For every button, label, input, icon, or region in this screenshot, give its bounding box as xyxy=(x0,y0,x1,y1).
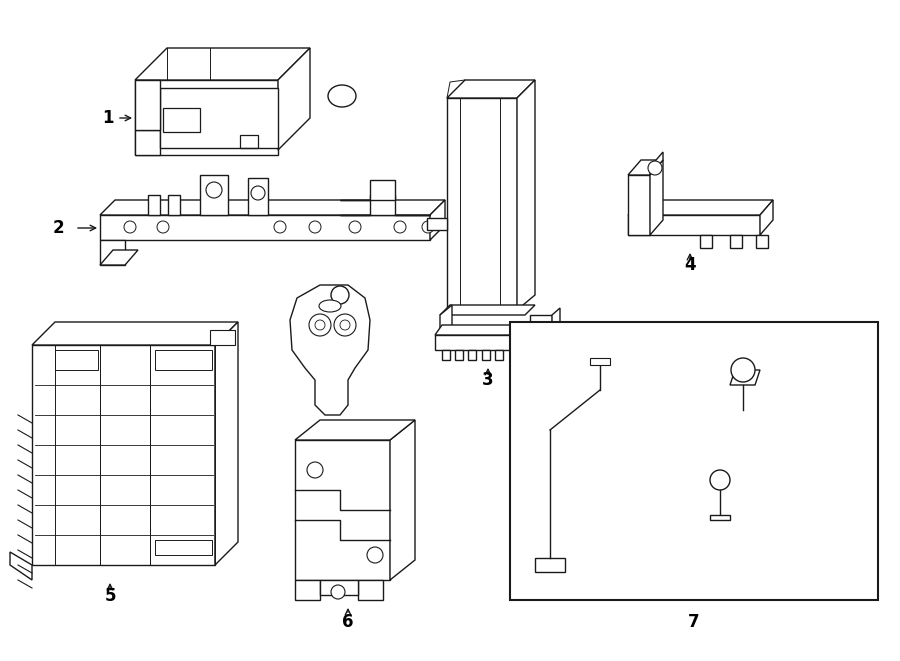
Polygon shape xyxy=(447,80,535,98)
Polygon shape xyxy=(552,308,560,330)
Polygon shape xyxy=(10,552,32,580)
Polygon shape xyxy=(100,215,430,240)
Polygon shape xyxy=(510,322,878,600)
Polygon shape xyxy=(710,515,730,520)
Polygon shape xyxy=(523,350,531,360)
Circle shape xyxy=(349,221,361,233)
Polygon shape xyxy=(295,580,320,600)
Polygon shape xyxy=(628,200,773,215)
Circle shape xyxy=(124,221,136,233)
Ellipse shape xyxy=(328,85,356,107)
Text: 6: 6 xyxy=(342,613,354,631)
Text: 5: 5 xyxy=(104,587,116,605)
Circle shape xyxy=(331,286,349,304)
Polygon shape xyxy=(495,350,503,360)
Polygon shape xyxy=(650,152,663,175)
Polygon shape xyxy=(482,350,490,360)
Text: 1: 1 xyxy=(103,109,113,127)
Circle shape xyxy=(648,161,662,175)
Polygon shape xyxy=(628,215,760,235)
Circle shape xyxy=(206,182,222,198)
Polygon shape xyxy=(468,350,476,360)
Polygon shape xyxy=(340,195,430,215)
Polygon shape xyxy=(700,235,712,248)
Polygon shape xyxy=(100,200,445,215)
Polygon shape xyxy=(135,48,310,80)
Polygon shape xyxy=(320,580,358,595)
Polygon shape xyxy=(135,130,160,155)
Polygon shape xyxy=(210,330,235,345)
Polygon shape xyxy=(100,240,125,265)
Polygon shape xyxy=(530,315,552,330)
Circle shape xyxy=(731,358,755,382)
Polygon shape xyxy=(510,350,518,360)
Polygon shape xyxy=(200,175,228,215)
Polygon shape xyxy=(135,80,160,130)
Polygon shape xyxy=(455,350,463,360)
Polygon shape xyxy=(535,558,565,572)
Polygon shape xyxy=(248,178,268,215)
Polygon shape xyxy=(295,420,415,440)
Circle shape xyxy=(710,470,730,490)
Polygon shape xyxy=(730,370,760,385)
Polygon shape xyxy=(427,218,447,230)
Polygon shape xyxy=(32,345,215,565)
Polygon shape xyxy=(295,440,390,580)
Polygon shape xyxy=(135,80,278,155)
Polygon shape xyxy=(148,195,160,215)
Polygon shape xyxy=(536,350,544,360)
Circle shape xyxy=(334,314,356,336)
Polygon shape xyxy=(440,305,452,335)
Polygon shape xyxy=(440,305,535,315)
Circle shape xyxy=(367,547,383,563)
Polygon shape xyxy=(160,88,278,148)
Polygon shape xyxy=(590,358,610,365)
Polygon shape xyxy=(442,350,450,360)
Circle shape xyxy=(274,221,286,233)
Ellipse shape xyxy=(319,300,341,312)
Polygon shape xyxy=(628,160,663,175)
Circle shape xyxy=(315,320,325,330)
Polygon shape xyxy=(390,420,415,580)
Polygon shape xyxy=(447,98,517,310)
Circle shape xyxy=(422,221,434,233)
Polygon shape xyxy=(435,325,555,335)
Polygon shape xyxy=(628,175,650,235)
Polygon shape xyxy=(290,285,370,415)
Circle shape xyxy=(307,462,323,478)
Polygon shape xyxy=(730,235,742,248)
Polygon shape xyxy=(278,48,310,150)
Circle shape xyxy=(394,221,406,233)
Polygon shape xyxy=(340,180,395,200)
Polygon shape xyxy=(168,195,180,215)
Polygon shape xyxy=(358,580,383,600)
Circle shape xyxy=(157,221,169,233)
Circle shape xyxy=(309,314,331,336)
Circle shape xyxy=(340,320,350,330)
Polygon shape xyxy=(756,235,768,248)
Text: 7: 7 xyxy=(688,613,700,631)
Polygon shape xyxy=(100,250,138,265)
Circle shape xyxy=(309,221,321,233)
Text: 3: 3 xyxy=(482,371,494,389)
Text: 2: 2 xyxy=(52,219,64,237)
Circle shape xyxy=(331,585,345,599)
Text: 4: 4 xyxy=(684,256,696,274)
Polygon shape xyxy=(650,160,663,235)
Polygon shape xyxy=(430,200,445,240)
Polygon shape xyxy=(32,322,238,345)
Polygon shape xyxy=(760,200,773,235)
Polygon shape xyxy=(215,322,238,565)
Polygon shape xyxy=(435,335,548,350)
Polygon shape xyxy=(517,80,535,310)
